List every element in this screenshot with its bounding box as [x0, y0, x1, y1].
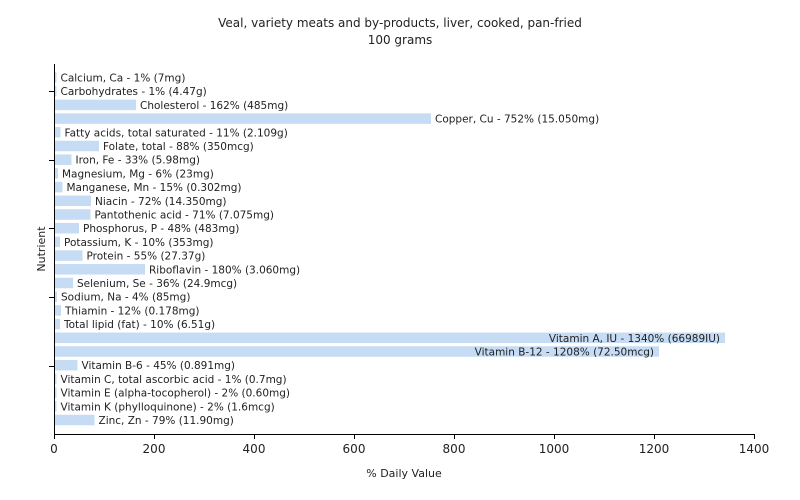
bar-value-label: Pantothenic acid - 71% (7.075mg): [95, 210, 274, 222]
bar: [55, 195, 91, 207]
bar-value-label: Total lipid (fat) - 10% (6.51g): [63, 319, 215, 331]
bar-value-label: Iron, Fe - 33% (5.98mg): [76, 155, 200, 167]
bar-value-label: Vitamin E (alpha-tocopherol) - 2% (0.60m…: [61, 388, 291, 400]
bar-labels-group: Calcium, Ca - 1% (7mg)Carbohydrates - 1%…: [61, 73, 721, 428]
bar-value-label: Zinc, Zn - 79% (11.90mg): [99, 415, 234, 427]
x-tick-label: 400: [243, 442, 266, 456]
bar-value-label: Vitamin K (phylloquinone) - 2% (1.6mcg): [61, 401, 275, 413]
bar: [55, 168, 58, 179]
bar-value-label: Folate, total - 88% (350mcg): [103, 141, 254, 153]
y-axis-title: Nutrient: [35, 226, 48, 272]
x-tick-label: 200: [143, 442, 166, 456]
bar: [55, 277, 73, 289]
bar-value-label: Phosphorus, P - 48% (483mg): [83, 223, 239, 235]
bar: [55, 318, 60, 330]
bar-value-label: Vitamin C, total ascorbic acid - 1% (0.7…: [61, 374, 287, 386]
y-ticks-group: [49, 91, 54, 367]
bar: [55, 264, 145, 275]
bars-group: [55, 72, 725, 426]
bar-value-label: Fatty acids, total saturated - 11% (2.10…: [65, 127, 288, 139]
chart-title: Veal, variety meats and by-products, liv…: [218, 16, 582, 30]
bar-value-label: Vitamin B-12 - 1208% (72.50mcg): [475, 347, 654, 359]
x-tick-label: 1400: [739, 442, 770, 456]
x-ticks-group: 0 200 400 600 800 1000 1200 1400: [50, 434, 769, 456]
bar-value-label: Thiamin - 12% (0.178mg): [64, 305, 200, 317]
bar: [55, 154, 72, 165]
bar: [55, 250, 83, 261]
bar-value-label: Riboflavin - 180% (3.060mg): [149, 264, 300, 276]
bar-value-label: Copper, Cu - 752% (15.050mg): [435, 114, 599, 126]
bar: [55, 332, 725, 344]
bar: [55, 387, 57, 398]
bar: [55, 99, 136, 111]
bar: [55, 236, 60, 248]
bar-value-label: Cholesterol - 162% (485mg): [140, 100, 288, 112]
bar-value-label: Potassium, K - 10% (353mg): [64, 237, 214, 249]
x-tick-label: 0: [50, 442, 58, 456]
bar: [55, 291, 57, 302]
bar: [55, 113, 431, 124]
x-axis-title: % Daily Value: [366, 467, 442, 480]
bar: [55, 359, 78, 371]
bar: [55, 140, 99, 152]
chart-subtitle: 100 grams: [368, 33, 433, 47]
bar: [55, 305, 61, 316]
bar: [55, 346, 659, 357]
x-tick-label: 600: [343, 442, 366, 456]
bar-value-label: Calcium, Ca - 1% (7mg): [61, 73, 186, 85]
bar: [55, 181, 63, 193]
bar: [55, 373, 57, 385]
bar: [55, 85, 57, 97]
bar-value-label: Vitamin B-6 - 45% (0.891mg): [82, 360, 236, 372]
bar-value-label: Niacin - 72% (14.350mg): [95, 196, 227, 208]
bar: [55, 414, 95, 426]
bar: [55, 401, 57, 412]
bar-value-label: Selenium, Se - 36% (24.9mcg): [77, 278, 237, 290]
x-tick-label: 800: [443, 442, 466, 456]
bar-value-label: Manganese, Mn - 15% (0.302mg): [67, 182, 242, 194]
bar-value-label: Sodium, Na - 4% (85mg): [61, 292, 190, 304]
bar-value-label: Carbohydrates - 1% (4.47g): [61, 86, 207, 98]
x-tick-label: 1000: [539, 442, 570, 456]
bar: [55, 127, 61, 138]
bar: [55, 222, 79, 234]
bar: [55, 72, 57, 83]
bar-value-label: Protein - 55% (27.37g): [87, 251, 206, 263]
x-tick-label: 1200: [639, 442, 670, 456]
bar-value-label: Magnesium, Mg - 6% (23mg): [62, 168, 214, 180]
bar-value-label: Vitamin A, IU - 1340% (66989IU): [549, 333, 720, 345]
bar: [55, 209, 91, 220]
